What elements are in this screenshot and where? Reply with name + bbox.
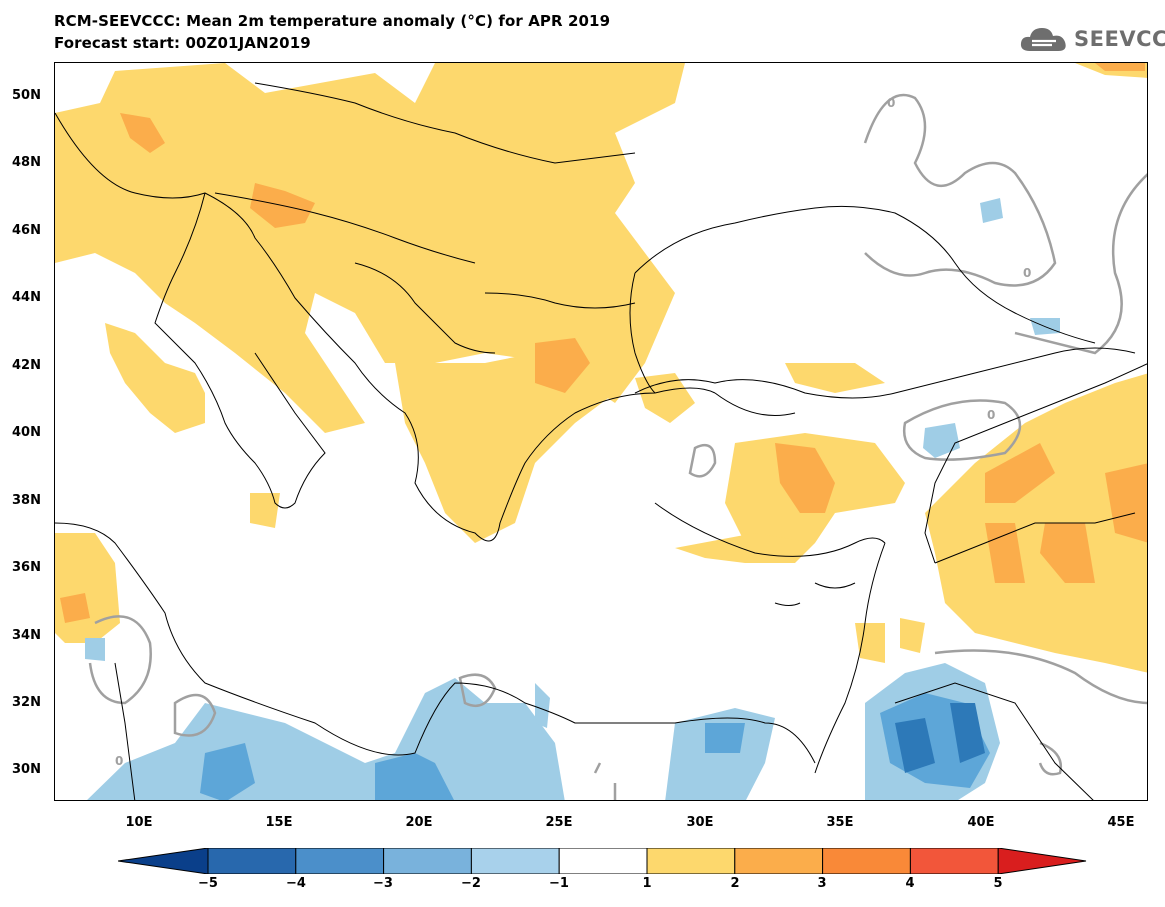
contour-label: 0 [887,96,895,110]
lat-label: 38N [12,493,41,508]
colorbar-swatch [470,848,560,874]
lat-label: 48N [12,155,41,170]
colorbar-label: 1 [642,876,652,891]
map-title: RCM-SEEVCCC: Mean 2m temperature anomaly… [54,12,611,30]
lon-label: 15E [265,815,293,830]
colorbar-label: 2 [730,876,740,891]
anomaly-map: 0 0 0 0 [55,63,1147,800]
anomaly-shading-warm [55,63,1147,673]
lat-label: 32N [12,695,41,710]
colorbar-label: 5 [993,876,1003,891]
colorbar-swatch [295,848,385,874]
colorbar-swatch [822,848,911,874]
lat-label: 34N [12,628,41,643]
contour-label: 0 [115,754,123,768]
contour-label: 0 [1023,266,1031,280]
seevccc-logo: SEEVCCC [1018,22,1165,56]
colorbar-swatch [646,848,736,874]
colorbar [118,848,1087,874]
lon-label: 25E [545,815,573,830]
colorbar-swatch [383,848,472,874]
lon-label: 10E [125,815,153,830]
cloud-icon [1020,28,1066,51]
lat-label: 42N [12,358,41,373]
anomaly-shading-strongest-cool [895,703,985,773]
colorbar-label: −4 [286,876,306,891]
lon-label: 40E [967,815,995,830]
colorbar-label: 3 [817,876,827,891]
coastlines-borders [55,82,1147,800]
lon-label: 30E [686,815,714,830]
colorbar-swatch [734,848,824,874]
colorbar-label: −1 [549,876,569,891]
lon-label: 20E [405,815,433,830]
forecast-start-label: Forecast start: 00Z01JAN2019 [54,34,311,52]
logo-text: SEEVCCC [1074,27,1165,51]
lon-label: 35E [826,815,854,830]
colorbar-arrow-left [118,848,209,874]
colorbar-swatch [909,848,999,874]
lat-label: 30N [12,762,41,777]
lat-label: 50N [12,88,41,103]
colorbar-label: −5 [198,876,218,891]
lat-label: 46N [12,223,41,238]
map-panel: 0 0 0 0 [54,62,1148,801]
anomaly-shading-strong-warm [60,63,1147,623]
lon-label: 45E [1107,815,1135,830]
lat-label: 36N [12,560,41,575]
colorbar-arrow-right [997,848,1087,874]
colorbar-swatch [207,848,297,874]
colorbar-label: 4 [905,876,915,891]
lat-label: 44N [12,290,41,305]
colorbar-swatch [558,848,648,874]
zero-contours [88,93,1147,800]
colorbar-label: −3 [373,876,393,891]
contour-label: 0 [987,408,995,422]
lat-label: 40N [12,425,41,440]
colorbar-label: −2 [461,876,481,891]
